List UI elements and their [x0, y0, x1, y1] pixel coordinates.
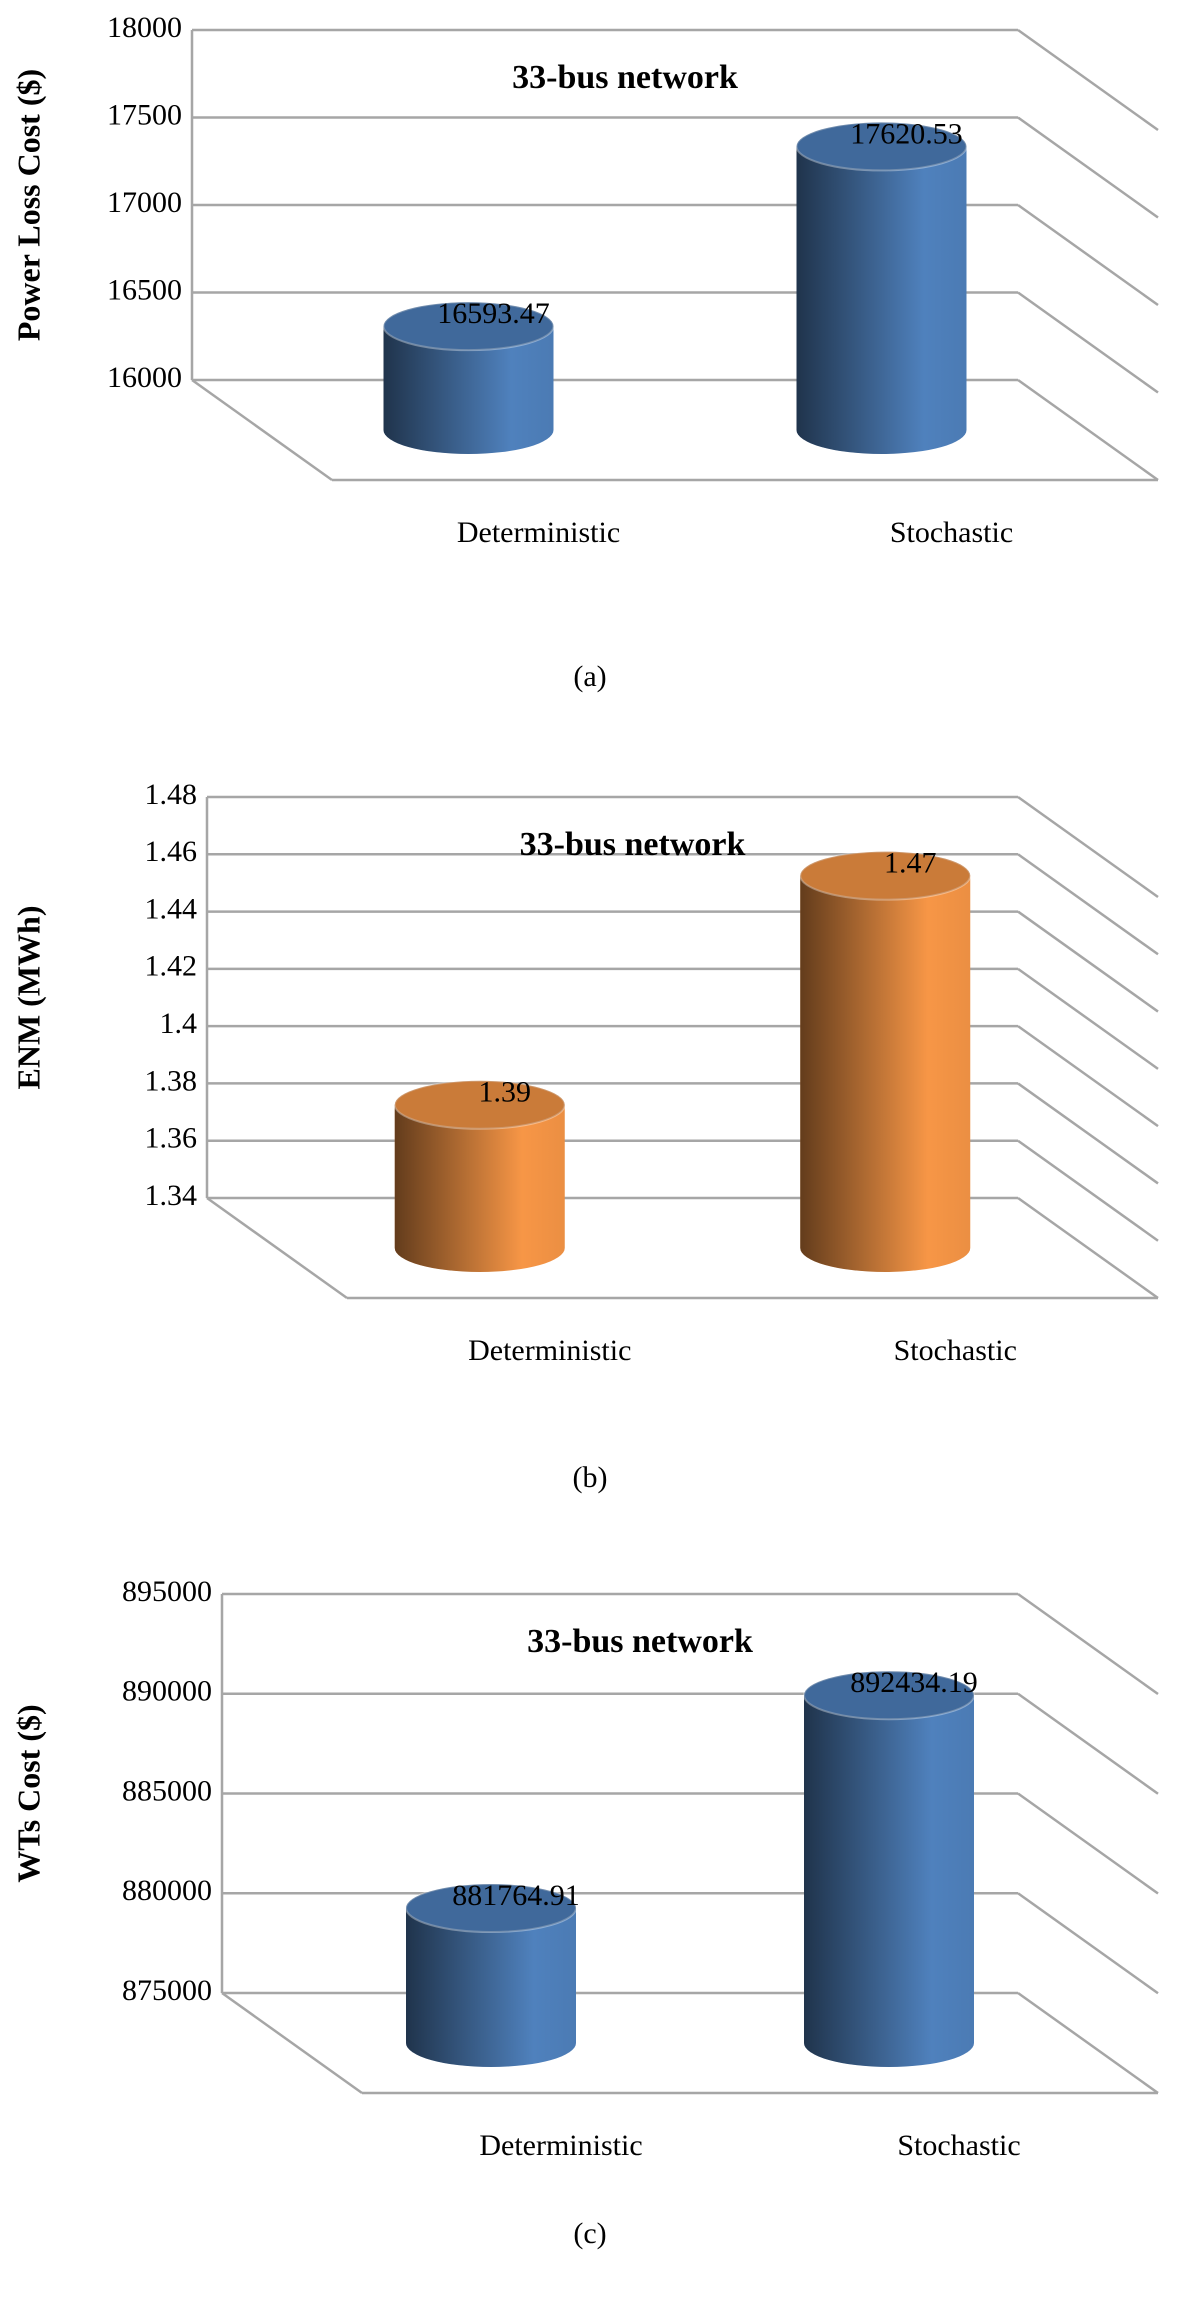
y-tick-label: 17000: [107, 186, 182, 219]
bar-top-shade: [406, 1884, 576, 1933]
bar-top-shade: [804, 1671, 974, 1720]
bar-top-shade: [383, 302, 554, 351]
caption: (b): [573, 1461, 608, 1494]
side-grid-line: [1017, 1139, 1159, 1242]
x-tick-label: Stochastic: [894, 1334, 1017, 1367]
y-tick-label: 1.4: [160, 1007, 198, 1040]
side-grid-line: [1017, 116, 1159, 219]
y-tick-label: 17500: [107, 98, 182, 131]
chart-title: 33-bus network: [527, 1623, 753, 1660]
x-tick-label: Deterministic: [457, 516, 620, 549]
bar-shade: [796, 146, 967, 455]
side-grid-line: [1017, 1792, 1159, 1895]
side-grid-line: [1017, 1025, 1159, 1128]
side-grid-line: [1017, 203, 1159, 307]
side-grid-line: [1017, 291, 1159, 394]
floor-edge: [221, 1991, 363, 2095]
floor-edge: [206, 1196, 348, 1300]
side-grid-line: [1017, 28, 1159, 132]
side-grid-line: [1017, 853, 1159, 956]
bar-shade: [394, 1104, 565, 1272]
value-label: 1.47: [884, 847, 937, 880]
y-tick-label: 1.42: [145, 950, 198, 983]
value-label: 17620.53: [850, 117, 963, 150]
value-label: 1.39: [479, 1076, 532, 1109]
caption: (a): [573, 660, 606, 693]
chart-title: 33-bus network: [512, 59, 738, 96]
side-grid-line: [1017, 1991, 1159, 2095]
y-tick-label: 895000: [122, 1575, 212, 1608]
y-tick-label: 880000: [122, 1874, 212, 1907]
bar-shade: [800, 875, 971, 1272]
side-grid-line: [1017, 795, 1159, 899]
side-grid-line: [1017, 910, 1159, 1013]
y-tick-label: 16500: [107, 273, 182, 306]
bar-shade: [406, 1908, 576, 2067]
y-tick-label: 16000: [107, 361, 182, 394]
side-grid-line: [1017, 1082, 1159, 1185]
y-axis-label: WTs Cost ($): [10, 1704, 46, 1882]
y-tick-label: 885000: [122, 1774, 212, 1807]
side-grid-line: [1017, 1196, 1159, 1300]
side-grid-line: [1017, 967, 1159, 1070]
side-grid-line: [1017, 1692, 1159, 1795]
y-tick-label: 875000: [122, 1974, 212, 2007]
chart-title: 33-bus network: [520, 826, 746, 863]
bar-top: [405, 1883, 577, 1934]
side-grid-line: [1017, 378, 1159, 482]
y-tick-label: 18000: [107, 11, 182, 44]
bar-top: [382, 301, 555, 352]
bar-shade: [383, 326, 554, 455]
bar-top: [795, 121, 968, 172]
floor-edge: [191, 378, 333, 482]
bar-shade: [804, 1695, 974, 2067]
value-label: 881764.91: [452, 1879, 580, 1912]
y-tick-label: 1.36: [145, 1122, 198, 1155]
x-tick-label: Stochastic: [890, 516, 1013, 549]
bar-top: [393, 1079, 566, 1130]
y-tick-label: 1.48: [145, 778, 198, 811]
value-label: 892434.19: [850, 1666, 978, 1699]
y-tick-label: 890000: [122, 1675, 212, 1708]
side-grid-line: [1017, 1892, 1159, 1995]
y-axis-label: Power Loss Cost ($): [10, 69, 46, 341]
y-tick-label: 1.44: [145, 892, 198, 925]
x-tick-label: Deterministic: [468, 1334, 631, 1367]
y-axis-label: ENM (MWh): [10, 906, 46, 1090]
x-tick-label: Deterministic: [479, 2129, 642, 2162]
bar-top-shade: [800, 851, 971, 900]
side-grid-line: [1017, 1592, 1159, 1696]
y-tick-label: 1.46: [145, 835, 198, 868]
y-tick-label: 1.38: [145, 1064, 198, 1097]
x-tick-label: Stochastic: [897, 2129, 1020, 2162]
bar-top: [799, 850, 972, 901]
caption: (c): [573, 2217, 606, 2250]
y-tick-label: 1.34: [145, 1179, 198, 1212]
bar-top-shade: [796, 122, 967, 171]
bar-top-shade: [394, 1080, 565, 1129]
value-label: 16593.47: [437, 297, 550, 330]
bar-top: [803, 1670, 975, 1721]
